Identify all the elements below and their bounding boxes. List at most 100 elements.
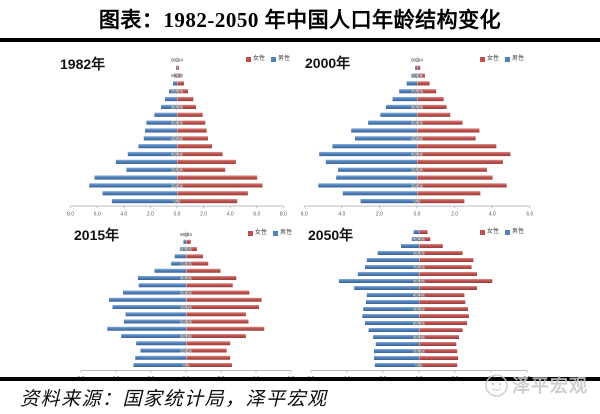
age-label-40-44: 40-44 xyxy=(180,304,192,309)
female-swatch-icon xyxy=(245,56,251,62)
x-tick-label: 4.0 xyxy=(338,212,345,218)
male-bar-45-49 xyxy=(145,128,177,133)
male-bar-55-59 xyxy=(138,283,186,288)
age-label-10-14: 10-14 xyxy=(411,183,423,188)
legend-item-male: 男性 xyxy=(504,56,524,62)
x-axis: 6.0 4.0 2.0 0.0 2.0 4.0 6.0 xyxy=(301,205,533,218)
female-bar-70-74 xyxy=(419,265,472,269)
chart-year-label: 2000年 xyxy=(305,55,351,71)
age-label-30-34: 30-34 xyxy=(171,152,183,157)
male-bar-5-9 xyxy=(374,356,419,360)
male-legend-label: 男性 xyxy=(279,230,292,236)
x-tick-label: 4.0 xyxy=(344,376,351,377)
male-bars xyxy=(89,57,177,204)
female-bar-75-79 xyxy=(177,81,185,86)
legend-item-male: 男性 xyxy=(270,56,290,62)
female-bar-35-39 xyxy=(177,144,212,149)
female-bar-85-89 xyxy=(417,65,421,70)
male-bar-0-4 xyxy=(111,199,177,204)
x-tick-label: 6.0 xyxy=(308,376,315,377)
age-label-20-24: 20-24 xyxy=(180,333,192,338)
male-bar-30-34 xyxy=(365,321,419,325)
age-label-90-94: 90-94 xyxy=(411,57,423,62)
male-legend-label: 男性 xyxy=(511,56,524,62)
male-bar-40-44 xyxy=(354,136,417,141)
male-bar-45-49 xyxy=(351,128,417,133)
male-bar-25-29 xyxy=(368,328,419,332)
age-label-30-34: 30-34 xyxy=(413,320,425,325)
age-label-40-44: 40-44 xyxy=(413,306,425,311)
x-tick-label: 0.0 xyxy=(183,376,190,377)
male-bar-50-54 xyxy=(146,120,177,125)
male-bar-45-49 xyxy=(365,300,419,304)
female-bars xyxy=(177,57,263,204)
male-bar-10-14 xyxy=(89,183,177,188)
female-bar-50-54 xyxy=(417,120,463,125)
female-bar-0-4 xyxy=(417,199,465,204)
female-bar-10-14 xyxy=(417,183,507,188)
charts-grid: 0-4 10-14 20-24 30-34 40-44 50-54 60-64 70-74 80… xyxy=(0,42,600,377)
male-bar-35-39 xyxy=(332,144,417,149)
female-bar-95+ xyxy=(419,230,428,234)
age-label-70-74: 70-74 xyxy=(180,261,192,266)
male-swatch-icon xyxy=(504,229,510,235)
male-bar-55-59 xyxy=(380,112,417,117)
watermark: 泽平宏观 xyxy=(484,372,588,398)
legend-item-male: 男性 xyxy=(272,230,292,236)
female-bar-45-49 xyxy=(186,297,262,302)
male-bar-5-9 xyxy=(135,355,186,360)
age-labels: 0-4 10-14 20-24 30-34 40-44 50-54 60-64 70-74 80… xyxy=(171,57,184,204)
pyramid-plot-2050: 0-4 10-14 20-24 30-34 40-44 50-54 60-64 70-74 80… xyxy=(308,226,531,377)
age-label-30-34: 30-34 xyxy=(180,319,192,324)
male-bar-70-74 xyxy=(171,261,186,266)
male-bar-80-84 xyxy=(411,73,417,78)
male-bar-80-84 xyxy=(377,251,419,255)
footer-divider xyxy=(0,377,600,381)
x-tick-label: 6.0 xyxy=(78,376,85,377)
female-bar-20-24 xyxy=(419,335,459,339)
male-bar-5-9 xyxy=(342,191,417,196)
female-bar-70-74 xyxy=(186,261,209,266)
male-bar-45-49 xyxy=(109,297,186,302)
x-tick-label: 6.0 xyxy=(94,212,101,218)
age-label-90-94: 90-94 xyxy=(171,57,183,62)
male-bar-50-54 xyxy=(366,293,419,297)
female-bars xyxy=(186,232,265,367)
male-bar-70-74 xyxy=(169,89,177,94)
female-swatch-icon xyxy=(479,56,485,62)
age-label-0-4: 0-4 xyxy=(416,362,423,367)
age-label-80-84: 80-84 xyxy=(171,73,183,78)
x-tick-label: 4.0 xyxy=(120,212,127,218)
female-legend-label: 女性 xyxy=(486,56,499,62)
age-label-20-24: 20-24 xyxy=(171,167,183,172)
legend-item-female: 女性 xyxy=(479,56,499,62)
male-bar-65-69 xyxy=(357,272,419,276)
female-bar-80-84 xyxy=(177,73,182,78)
female-bar-75-79 xyxy=(186,254,204,259)
male-bar-20-24 xyxy=(121,334,186,338)
female-bar-90-94 xyxy=(417,57,419,62)
male-bar-60-64 xyxy=(338,279,419,283)
female-bar-85-89 xyxy=(186,239,191,244)
chart-year-label: 2050年 xyxy=(308,227,354,243)
female-bar-55-59 xyxy=(417,112,451,117)
age-label-10-14: 10-14 xyxy=(180,348,192,353)
female-bar-10-14 xyxy=(419,349,458,353)
male-bar-85-89 xyxy=(401,244,419,248)
age-label-80-84: 80-84 xyxy=(180,246,192,251)
x-tick-label: 8.0 xyxy=(280,212,287,218)
age-label-0-4: 0-4 xyxy=(174,199,181,204)
female-legend-label: 女性 xyxy=(252,56,265,62)
age-label-40-44: 40-44 xyxy=(171,136,183,141)
female-bar-35-39 xyxy=(419,314,469,318)
female-bar-5-9 xyxy=(417,191,481,196)
female-bar-10-14 xyxy=(177,183,263,188)
female-bar-25-29 xyxy=(419,328,463,332)
male-bar-10-14 xyxy=(318,183,417,188)
male-bar-40-44 xyxy=(143,136,177,141)
female-bar-0-4 xyxy=(186,363,232,367)
male-bar-0-4 xyxy=(374,363,419,367)
male-bar-60-64 xyxy=(137,276,186,280)
x-tick-label: 4.0 xyxy=(227,212,234,218)
age-label-50-54: 50-54 xyxy=(171,120,183,125)
